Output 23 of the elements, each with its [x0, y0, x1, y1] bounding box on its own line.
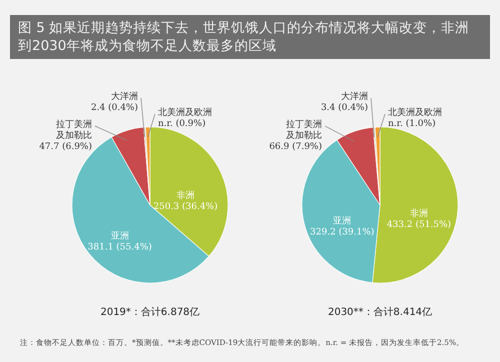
data-label: 433.2 (51.5%) — [386, 220, 452, 230]
slice-label: 亚洲 — [110, 230, 129, 242]
slice-label: 大洋洲 — [111, 91, 138, 102]
data-label: 3.4 (0.4%) — [320, 103, 368, 113]
data-label: 66.9 (7.9%) — [269, 142, 322, 152]
slice-label: 非洲 — [176, 190, 194, 201]
chart-title: 图 5 如果近期趋势持续下去，世界饥饿人口的分布情况将大幅改变，非洲到2030年将成为食物不足人数最多的区域 — [10, 15, 490, 59]
text: 2030**：合计8.414亿 — [328, 306, 432, 318]
data-label: 47.7 (6.9%) — [39, 142, 92, 152]
data-label: 381.1 (55.4%) — [88, 242, 152, 253]
slice-label: 拉丁美洲及加勒比 — [286, 119, 322, 141]
data-label: n.r. (0.9%) — [158, 119, 206, 129]
slice-label: 非洲 — [410, 208, 428, 219]
slice-label: 北美洲及欧洲 — [158, 107, 212, 118]
slice-label: 北美洲及欧洲 — [388, 107, 442, 118]
slice-label: 大洋洲 — [341, 91, 368, 102]
slice-label: 拉丁美洲及加勒比 — [56, 119, 92, 141]
text: 2019*：合计6.878亿 — [100, 306, 200, 318]
data-label: 250.3 (36.4%) — [153, 202, 218, 212]
slice-label: 亚洲 — [333, 215, 352, 226]
data-label: 2.4 (0.4%) — [90, 103, 138, 113]
data-label: n.r. (1.0%) — [388, 119, 436, 129]
data-label: 329.2 (39.1%) — [310, 227, 374, 238]
